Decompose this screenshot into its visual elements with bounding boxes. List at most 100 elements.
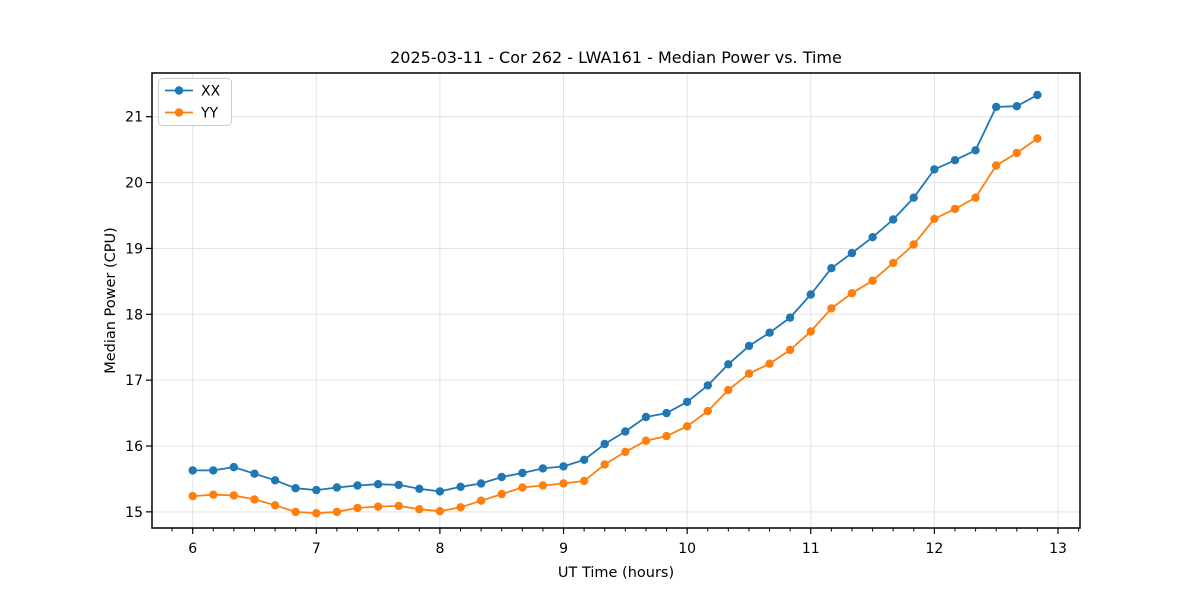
legend-box (158, 78, 232, 126)
series-xx-point (373, 480, 383, 489)
series-xx-point (580, 455, 589, 464)
series-yy-point (992, 161, 1001, 170)
series-yy-point (930, 214, 939, 223)
y-tick-label: 20 (125, 176, 143, 192)
series-yy-point (765, 359, 774, 368)
series-yy-point (971, 193, 980, 202)
series-xx-point (621, 427, 630, 436)
series-yy-point (229, 491, 238, 500)
y-tick-label: 15 (125, 505, 143, 521)
x-tick-label: 8 (435, 541, 444, 557)
y-tick-label: 16 (125, 439, 143, 455)
x-tick-label: 12 (925, 541, 943, 557)
gridlines (152, 73, 1080, 528)
series-yy-point (394, 501, 403, 511)
series-xx-point (332, 483, 342, 492)
series-xx-point (518, 468, 527, 478)
series-yy-point (332, 507, 342, 517)
plot-border (151, 72, 1081, 529)
legend-item-xx: XX (165, 84, 221, 100)
series-xx-point (662, 408, 671, 418)
series-xx-point (950, 156, 960, 165)
series-xx-point (641, 412, 651, 422)
series-yy-point (744, 369, 754, 378)
series-xx-point (703, 381, 712, 390)
series-yy-point (847, 289, 857, 298)
series-xx-point (744, 341, 754, 351)
legend-label: YY (200, 106, 219, 122)
series-yy-point (703, 406, 712, 416)
series-yy-point (209, 490, 218, 499)
series-xx-point (1012, 102, 1021, 111)
series-xx-point (312, 485, 321, 495)
series-yy-point (662, 431, 671, 441)
legend-marker-sample (174, 86, 184, 95)
legend-marker-sample (174, 108, 184, 117)
series-yy-point (518, 483, 527, 492)
series-xx-point (971, 146, 980, 155)
series-yy-point (435, 507, 445, 516)
series-yy-point (868, 276, 877, 285)
series-xx-point (930, 165, 939, 174)
series-xx-point (847, 248, 857, 258)
series-xx-point (209, 466, 218, 475)
y-tick-label: 19 (125, 241, 143, 257)
series-yy-point (456, 503, 465, 512)
series-xx-point (188, 466, 197, 475)
y-tick-label: 18 (125, 307, 143, 323)
series-xx-point (827, 264, 836, 273)
series-xx-point (456, 482, 465, 491)
series-yy-line (192, 137, 1038, 515)
series-xx-point (497, 472, 506, 482)
series-yy-point (291, 507, 300, 517)
x-tick-label: 10 (678, 541, 696, 557)
series-yy-point (600, 460, 609, 469)
series-xx-point (909, 193, 918, 202)
series-yy-point (476, 496, 486, 505)
x-tick-label: 11 (802, 541, 820, 557)
series-xx-point (229, 462, 238, 472)
series-xx-point (250, 469, 259, 478)
series-xx-point (559, 462, 568, 471)
series-xx-point (806, 290, 815, 299)
series-xx-point (435, 487, 445, 496)
x-tick-label: 7 (312, 541, 321, 557)
series-yy-point (827, 304, 836, 313)
y-tick-label: 21 (125, 110, 143, 126)
legend-item-yy: YY (165, 106, 219, 122)
series-yy-point (950, 204, 960, 214)
series-yy-point (621, 447, 630, 457)
legend: XX YY (158, 78, 232, 126)
series-xx-point (765, 328, 774, 337)
chart-title: 2025-03-11 - Cor 262 - LWA161 - Median P… (390, 48, 842, 67)
series-yy-point (806, 327, 815, 336)
legend-label: XX (201, 84, 221, 100)
series-yy-point (538, 481, 548, 490)
x-tick-label: 13 (1049, 541, 1067, 557)
series-xx-point (682, 397, 692, 407)
tick-labels: 6 7 8 9 10 11 12 13 15 16 17 18 19 20 21 (125, 110, 1067, 557)
series-yy-point (641, 436, 651, 445)
series-yy-point (1012, 148, 1021, 158)
x-tick-label: 9 (559, 541, 568, 557)
series-yy-point (682, 422, 692, 431)
series-yy-point (188, 491, 197, 501)
y-axis-label: Median Power (CPU) (103, 227, 119, 374)
series-yy-point (785, 345, 795, 355)
series-xx-point (353, 481, 362, 490)
axis-ticks (146, 116, 1080, 534)
series-xx-point (1033, 90, 1042, 100)
series-xx-point (992, 102, 1001, 112)
series-yy-point (909, 240, 918, 249)
series-xx-point (600, 439, 609, 449)
series-yy-point (373, 502, 383, 511)
series-xx-point (270, 476, 280, 485)
series-xx-point (394, 480, 403, 490)
x-axis-label: UT Time (hours) (558, 565, 674, 581)
series-yy-point (250, 495, 259, 504)
series-yy-point (724, 385, 733, 395)
series-xx-line (192, 94, 1038, 493)
series-xx-point (476, 479, 486, 488)
